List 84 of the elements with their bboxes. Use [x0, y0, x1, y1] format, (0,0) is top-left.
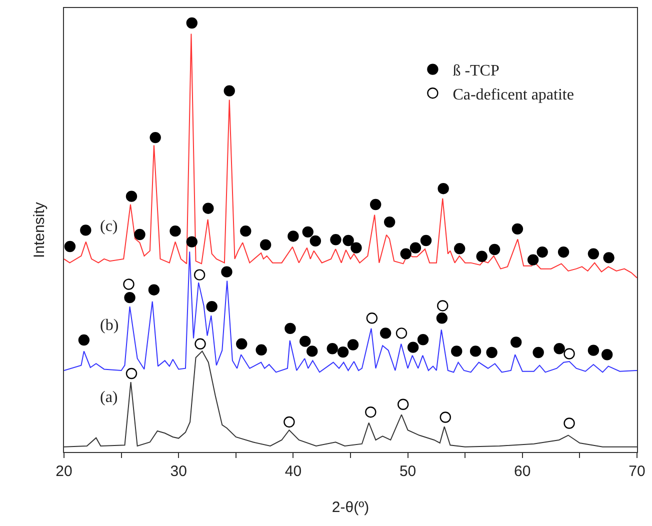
- point: [300, 336, 311, 347]
- point: [240, 225, 252, 237]
- point: [330, 234, 342, 246]
- point: [221, 266, 232, 278]
- point: [202, 202, 214, 214]
- point: [380, 328, 392, 339]
- point: [558, 246, 570, 258]
- point: [564, 418, 575, 429]
- point: [350, 242, 362, 254]
- point: [170, 225, 181, 237]
- point: [302, 226, 314, 238]
- point: [476, 250, 488, 262]
- point: [194, 338, 206, 350]
- point: [564, 348, 575, 360]
- annotation: (c): [100, 218, 118, 235]
- point: [536, 246, 548, 258]
- point: [126, 190, 138, 202]
- point: [451, 346, 462, 357]
- point: [206, 300, 218, 312]
- x-tick-label: 40: [284, 463, 302, 480]
- point: [186, 17, 198, 29]
- point: [256, 344, 267, 356]
- point: [326, 343, 338, 354]
- point: [438, 183, 449, 194]
- x-tick-label: 60: [514, 463, 531, 480]
- point: [396, 328, 408, 339]
- point: [420, 234, 432, 246]
- point: [554, 343, 565, 354]
- point: [527, 254, 539, 266]
- point: [288, 230, 299, 242]
- point: [370, 198, 382, 210]
- point: [342, 234, 354, 246]
- point: [470, 346, 482, 357]
- annotation: (b): [100, 317, 119, 334]
- point: [384, 216, 396, 228]
- point: [126, 368, 138, 380]
- point: [124, 292, 136, 304]
- point: [454, 243, 466, 254]
- x-tick-label: 50: [399, 463, 416, 480]
- point: [440, 412, 451, 423]
- legend-label: ß -TCP: [452, 62, 500, 80]
- point: [284, 322, 296, 334]
- point: [407, 342, 419, 353]
- point: [486, 346, 498, 358]
- annotation: (a): [100, 389, 118, 406]
- point: [365, 406, 376, 418]
- point: [310, 235, 322, 247]
- point: [510, 336, 522, 348]
- point: [512, 223, 524, 235]
- point: [588, 344, 600, 356]
- point: [532, 346, 544, 358]
- point: [417, 334, 429, 346]
- point: [601, 349, 613, 360]
- point: [436, 312, 448, 324]
- legend-label: Ca-deficent apatite: [452, 86, 574, 104]
- y-axis-title: Intensity: [31, 202, 48, 258]
- point: [347, 339, 359, 350]
- point: [398, 398, 409, 410]
- x-tick-label: 30: [170, 463, 187, 480]
- point: [148, 284, 160, 296]
- point: [488, 244, 500, 256]
- point: [306, 346, 318, 357]
- point: [260, 239, 272, 250]
- point: [64, 240, 76, 252]
- point: [78, 334, 90, 346]
- x-axis-title: 2-θ(º): [332, 499, 370, 516]
- point: [186, 236, 198, 248]
- x-tick-label: 70: [628, 463, 646, 480]
- point: [123, 278, 134, 290]
- point: [437, 300, 448, 312]
- point: [134, 228, 146, 240]
- point: [236, 338, 248, 350]
- point: [410, 242, 422, 254]
- x-tick-label: 20: [56, 463, 72, 480]
- point: [366, 312, 378, 324]
- point: [194, 269, 206, 280]
- point: [80, 224, 92, 236]
- point: [284, 416, 295, 428]
- point: [588, 248, 600, 260]
- point: [150, 132, 161, 144]
- point: [603, 252, 614, 264]
- point: [337, 346, 349, 358]
- point: [224, 85, 235, 96]
- point: [400, 248, 412, 260]
